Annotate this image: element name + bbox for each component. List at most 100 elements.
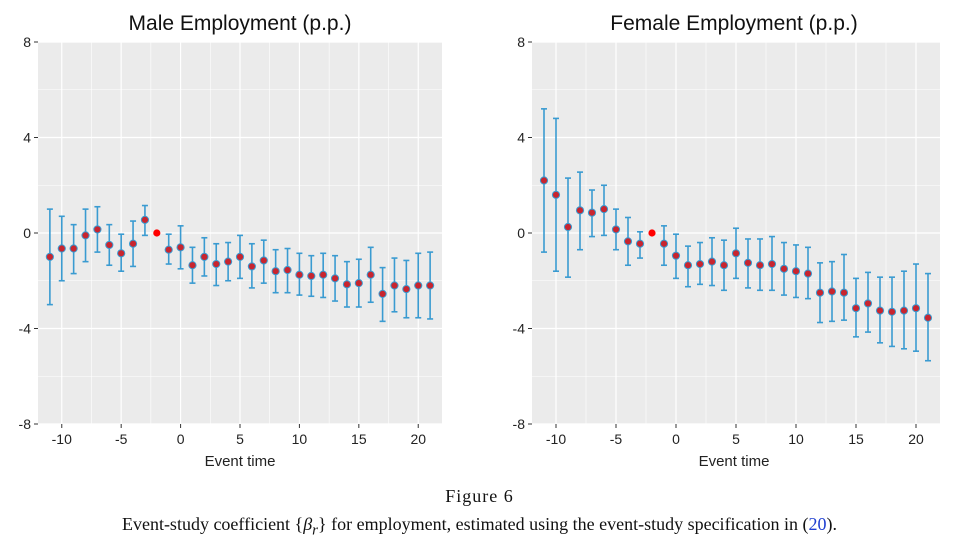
y-tick-label: 8: [517, 34, 525, 50]
male-employment-panel: Male Employment (p.p.) 8 4 0 -4 -8 -10 -5 0 5 10 1…: [19, 12, 442, 470]
x-tick-label: -5: [610, 431, 623, 447]
coefficient-point: [743, 258, 753, 267]
coefficient-point: [342, 280, 352, 289]
coefficient-point: [235, 252, 245, 261]
coefficient-point: [803, 269, 813, 278]
coefficient-point: [69, 244, 78, 253]
coefficient-point: [551, 190, 561, 199]
coefficient-point: [635, 239, 645, 248]
coefficient-point: [330, 274, 340, 283]
coefficient-point: [354, 279, 363, 288]
coefficient-point: [563, 222, 573, 232]
x-tick-label: -5: [115, 431, 128, 447]
x-tick-label: 5: [732, 431, 740, 447]
male-plot-area: 8 4 0 -4 -8 -10 -5 0 5 10 15 20: [19, 34, 442, 447]
coefficient-point: [911, 304, 921, 313]
coefficient-point: [719, 261, 729, 270]
coefficient-point: [271, 267, 280, 276]
caption-sub: r: [312, 522, 319, 539]
figure-label: Figure 6: [445, 486, 514, 506]
coefficient-point: [283, 265, 292, 275]
x-tick-label: 20: [410, 431, 426, 447]
coefficient-point: [164, 245, 173, 254]
y-tick-label: 8: [23, 34, 31, 50]
coefficient-point: [93, 225, 102, 234]
coefficient-point: [611, 225, 621, 234]
coefficient-point: [378, 289, 387, 298]
reference-period-point: [153, 229, 161, 237]
female-panel-title: Female Employment (p.p.): [610, 12, 857, 35]
x-tick-label: -10: [52, 431, 72, 447]
caption-pre: Event-study coefficient {: [121, 514, 304, 534]
coefficient-point: [827, 287, 837, 296]
x-tick-label: 10: [292, 431, 308, 447]
coefficient-point: [105, 240, 114, 250]
coefficient-point: [57, 244, 66, 253]
coefficient-point: [863, 299, 873, 308]
y-tick-label: 4: [517, 130, 525, 146]
coefficient-point: [128, 239, 138, 248]
coefficient-point: [899, 306, 909, 315]
figure-canvas: Male Employment (p.p.) 8 4 0 -4 -8 -10 -5 0 5 10 1…: [19, 12, 940, 470]
coefficient-point: [81, 231, 90, 240]
male-panel-title: Male Employment (p.p.): [129, 12, 352, 35]
coefficient-point: [767, 259, 777, 269]
coefficient-point: [259, 256, 268, 265]
coefficient-point: [671, 251, 681, 260]
female-employment-panel: Female Employment (p.p.) 8 4 0 -4 -8 -10 -5 0 5 1…: [513, 12, 940, 470]
x-tick-label: 15: [351, 431, 367, 447]
coefficient-point: [815, 288, 825, 297]
coefficient-point: [731, 249, 741, 258]
y-tick-label: -8: [513, 416, 526, 432]
x-tick-label: 15: [848, 431, 864, 447]
coefficient-point: [295, 270, 304, 279]
coefficient-point: [779, 264, 789, 273]
coefficient-point: [695, 259, 705, 269]
coefficient-point: [791, 267, 801, 276]
coefficient-point: [140, 215, 150, 224]
coefficient-point: [707, 257, 717, 266]
equation-reference-link[interactable]: 20: [808, 514, 827, 534]
coefficient-point: [414, 281, 423, 290]
x-tick-label: 10: [788, 431, 804, 447]
coefficient-point: [247, 262, 256, 271]
caption-post: ).: [826, 514, 838, 534]
x-tick-label: 0: [672, 431, 680, 447]
caption-mid: } for employment, estimated using the ev…: [318, 514, 809, 534]
coefficient-point: [366, 270, 375, 279]
coefficient-point: [587, 208, 597, 217]
female-plot-area: 8 4 0 -4 -8 -10 -5 0 5 10 15 20: [513, 34, 940, 447]
coefficient-point: [200, 252, 209, 261]
coefficient-point: [176, 243, 185, 252]
y-tick-label: 4: [23, 130, 31, 146]
figure-caption: Event-study coefficient {βr} for employm…: [0, 514, 959, 540]
male-x-axis-title: Event time: [205, 453, 276, 470]
coefficient-point: [539, 176, 549, 185]
coefficient-point: [402, 285, 411, 294]
y-tick-label: -4: [19, 321, 32, 337]
caption-beta: β: [303, 514, 313, 534]
coefficient-point: [307, 271, 316, 281]
coefficient-point: [45, 252, 54, 261]
coefficient-point: [117, 249, 126, 258]
coefficient-point: [224, 257, 233, 266]
coefficient-point: [755, 261, 765, 270]
coefficient-point: [839, 288, 849, 297]
x-tick-label: 5: [236, 431, 244, 447]
coefficient-point: [659, 239, 669, 248]
coefficient-point: [188, 261, 197, 270]
y-tick-label: 0: [517, 225, 525, 241]
coefficient-point: [683, 261, 693, 270]
coefficient-point: [851, 304, 861, 313]
coefficient-point: [623, 237, 633, 246]
coefficient-point: [390, 281, 399, 290]
coefficient-point: [875, 306, 885, 315]
coefficient-point: [575, 206, 585, 215]
y-tick-label: -8: [19, 416, 32, 432]
reference-period-point: [648, 229, 656, 237]
coefficient-point: [319, 270, 328, 279]
x-tick-label: 0: [177, 431, 185, 447]
coefficient-point: [426, 281, 435, 290]
coefficient-point: [212, 259, 221, 269]
y-tick-label: -4: [513, 321, 526, 337]
